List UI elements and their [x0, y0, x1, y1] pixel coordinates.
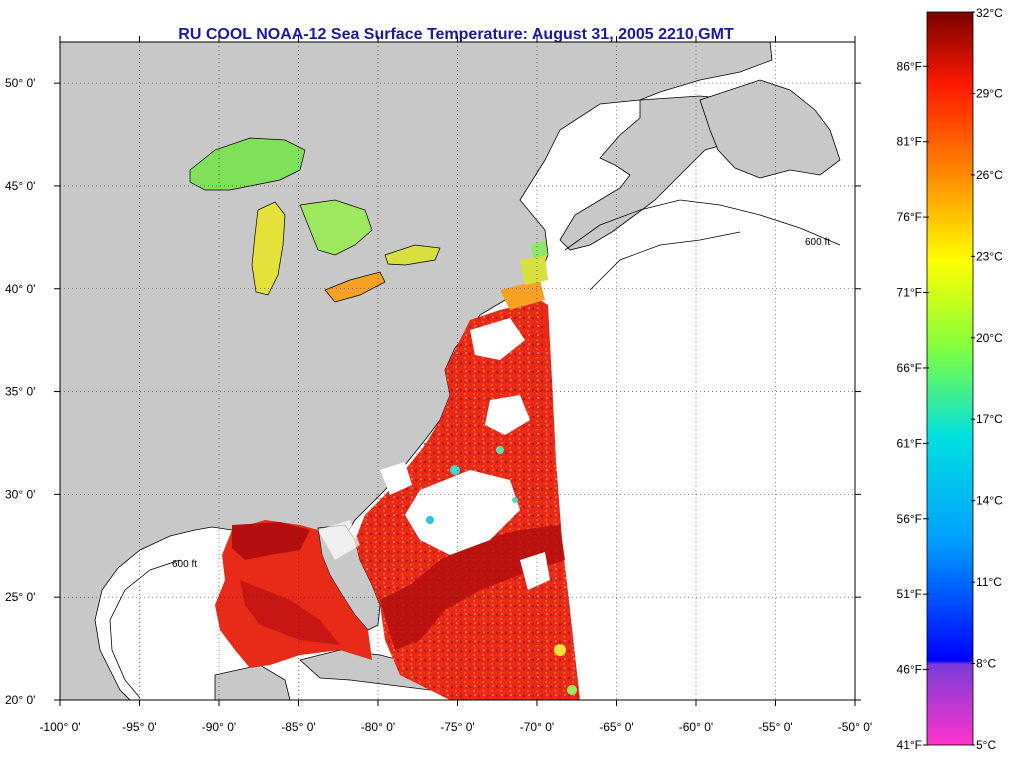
lake-huron [299, 199, 373, 256]
lake-michigan [251, 201, 286, 296]
sst-gulf-stream-core [380, 525, 565, 650]
lat-tick-label: 25° 0' [5, 590, 35, 604]
fahrenheit-label: 51°F [897, 587, 922, 601]
graticule-grid [60, 42, 855, 700]
lat-tick-label: 30° 0' [5, 487, 35, 501]
celsius-label: 14°C [976, 494, 1003, 508]
celsius-label: 20°C [976, 331, 1003, 345]
lat-tick-label: 50° 0' [5, 76, 35, 90]
fahrenheit-label: 61°F [897, 436, 922, 450]
contour-label-gulf: 600 ft [172, 559, 197, 570]
celsius-label: 17°C [976, 412, 1003, 426]
temperature-colorbar: 32°C 29°C 26°C 23°C 20°C 17°C 14°C 11°C 8°C 5°C 8… [897, 6, 1004, 752]
latitude-axis: 20° 0' 25° 0' 30° 0' 35° 0' 40° 0' 45° 0' 50° … [5, 76, 861, 707]
lon-tick-label: -95° 0' [122, 720, 156, 734]
celsius-label: 32°C [976, 6, 1003, 20]
sst-loop-current [240, 580, 340, 645]
lat-tick-label: 45° 0' [5, 179, 35, 193]
celsius-label: 11°C [976, 575, 1002, 589]
fahrenheit-label: 46°F [897, 663, 922, 677]
colorbar-celsius-labels: 32°C 29°C 26°C 23°C 20°C 17°C 14°C 11°C 8°C 5°C [971, 6, 1003, 752]
lon-tick-label: -90° 0' [202, 720, 236, 734]
fahrenheit-label: 41°F [897, 738, 922, 752]
fahrenheit-label: 86°F [897, 59, 922, 73]
isobath-contours [109, 199, 841, 699]
contour-label-atlantic: 600 ft [805, 237, 830, 248]
celsius-label: 29°C [976, 86, 1003, 100]
fahrenheit-label: 66°F [897, 361, 922, 375]
map-title: RU COOL NOAA-12 Sea Surface Temperature:… [178, 26, 734, 43]
celsius-label: 8°C [976, 657, 996, 671]
fahrenheit-label: 76°F [897, 210, 922, 224]
map-plot-area: 600 ft 600 ft [60, 42, 855, 700]
lon-tick-label: -65° 0' [599, 720, 633, 734]
longitude-axis: -100° 0' -95° 0' -90° 0' -85° 0' -80° 0' -75°… [39, 36, 872, 734]
fahrenheit-label: 56°F [897, 512, 922, 526]
lat-tick-label: 20° 0' [5, 693, 35, 707]
lon-tick-label: -75° 0' [440, 720, 474, 734]
celsius-label: 26°C [976, 168, 1003, 182]
fahrenheit-label: 71°F [897, 286, 922, 300]
lon-tick-label: -60° 0' [679, 720, 713, 734]
lon-tick-label: -55° 0' [758, 720, 792, 734]
land-newfoundland [699, 79, 841, 179]
fahrenheit-label: 81°F [897, 135, 922, 149]
lake-ontario [384, 244, 441, 266]
cloud-patches [318, 318, 550, 590]
lon-tick-label: -70° 0' [520, 720, 554, 734]
colorbar-gradient [926, 11, 974, 746]
celsius-label: 5°C [976, 738, 996, 752]
colorbar-fahrenheit-labels: 86°F 81°F 76°F 71°F 66°F 61°F 56°F 51°F 46°F 41°F [897, 59, 929, 752]
lon-tick-label: -50° 0' [838, 720, 872, 734]
lon-tick-label: -80° 0' [361, 720, 395, 734]
lat-tick-label: 40° 0' [5, 282, 35, 296]
lat-tick-label: 35° 0' [5, 385, 35, 399]
sst-gulf-hot-core [232, 522, 310, 560]
great-lakes [189, 137, 441, 303]
celsius-label: 23°C [976, 249, 1003, 263]
cool-water-specks [426, 240, 577, 695]
lon-tick-label: -85° 0' [281, 720, 315, 734]
lake-erie [324, 271, 386, 303]
lon-tick-label: -100° 0' [39, 720, 80, 734]
